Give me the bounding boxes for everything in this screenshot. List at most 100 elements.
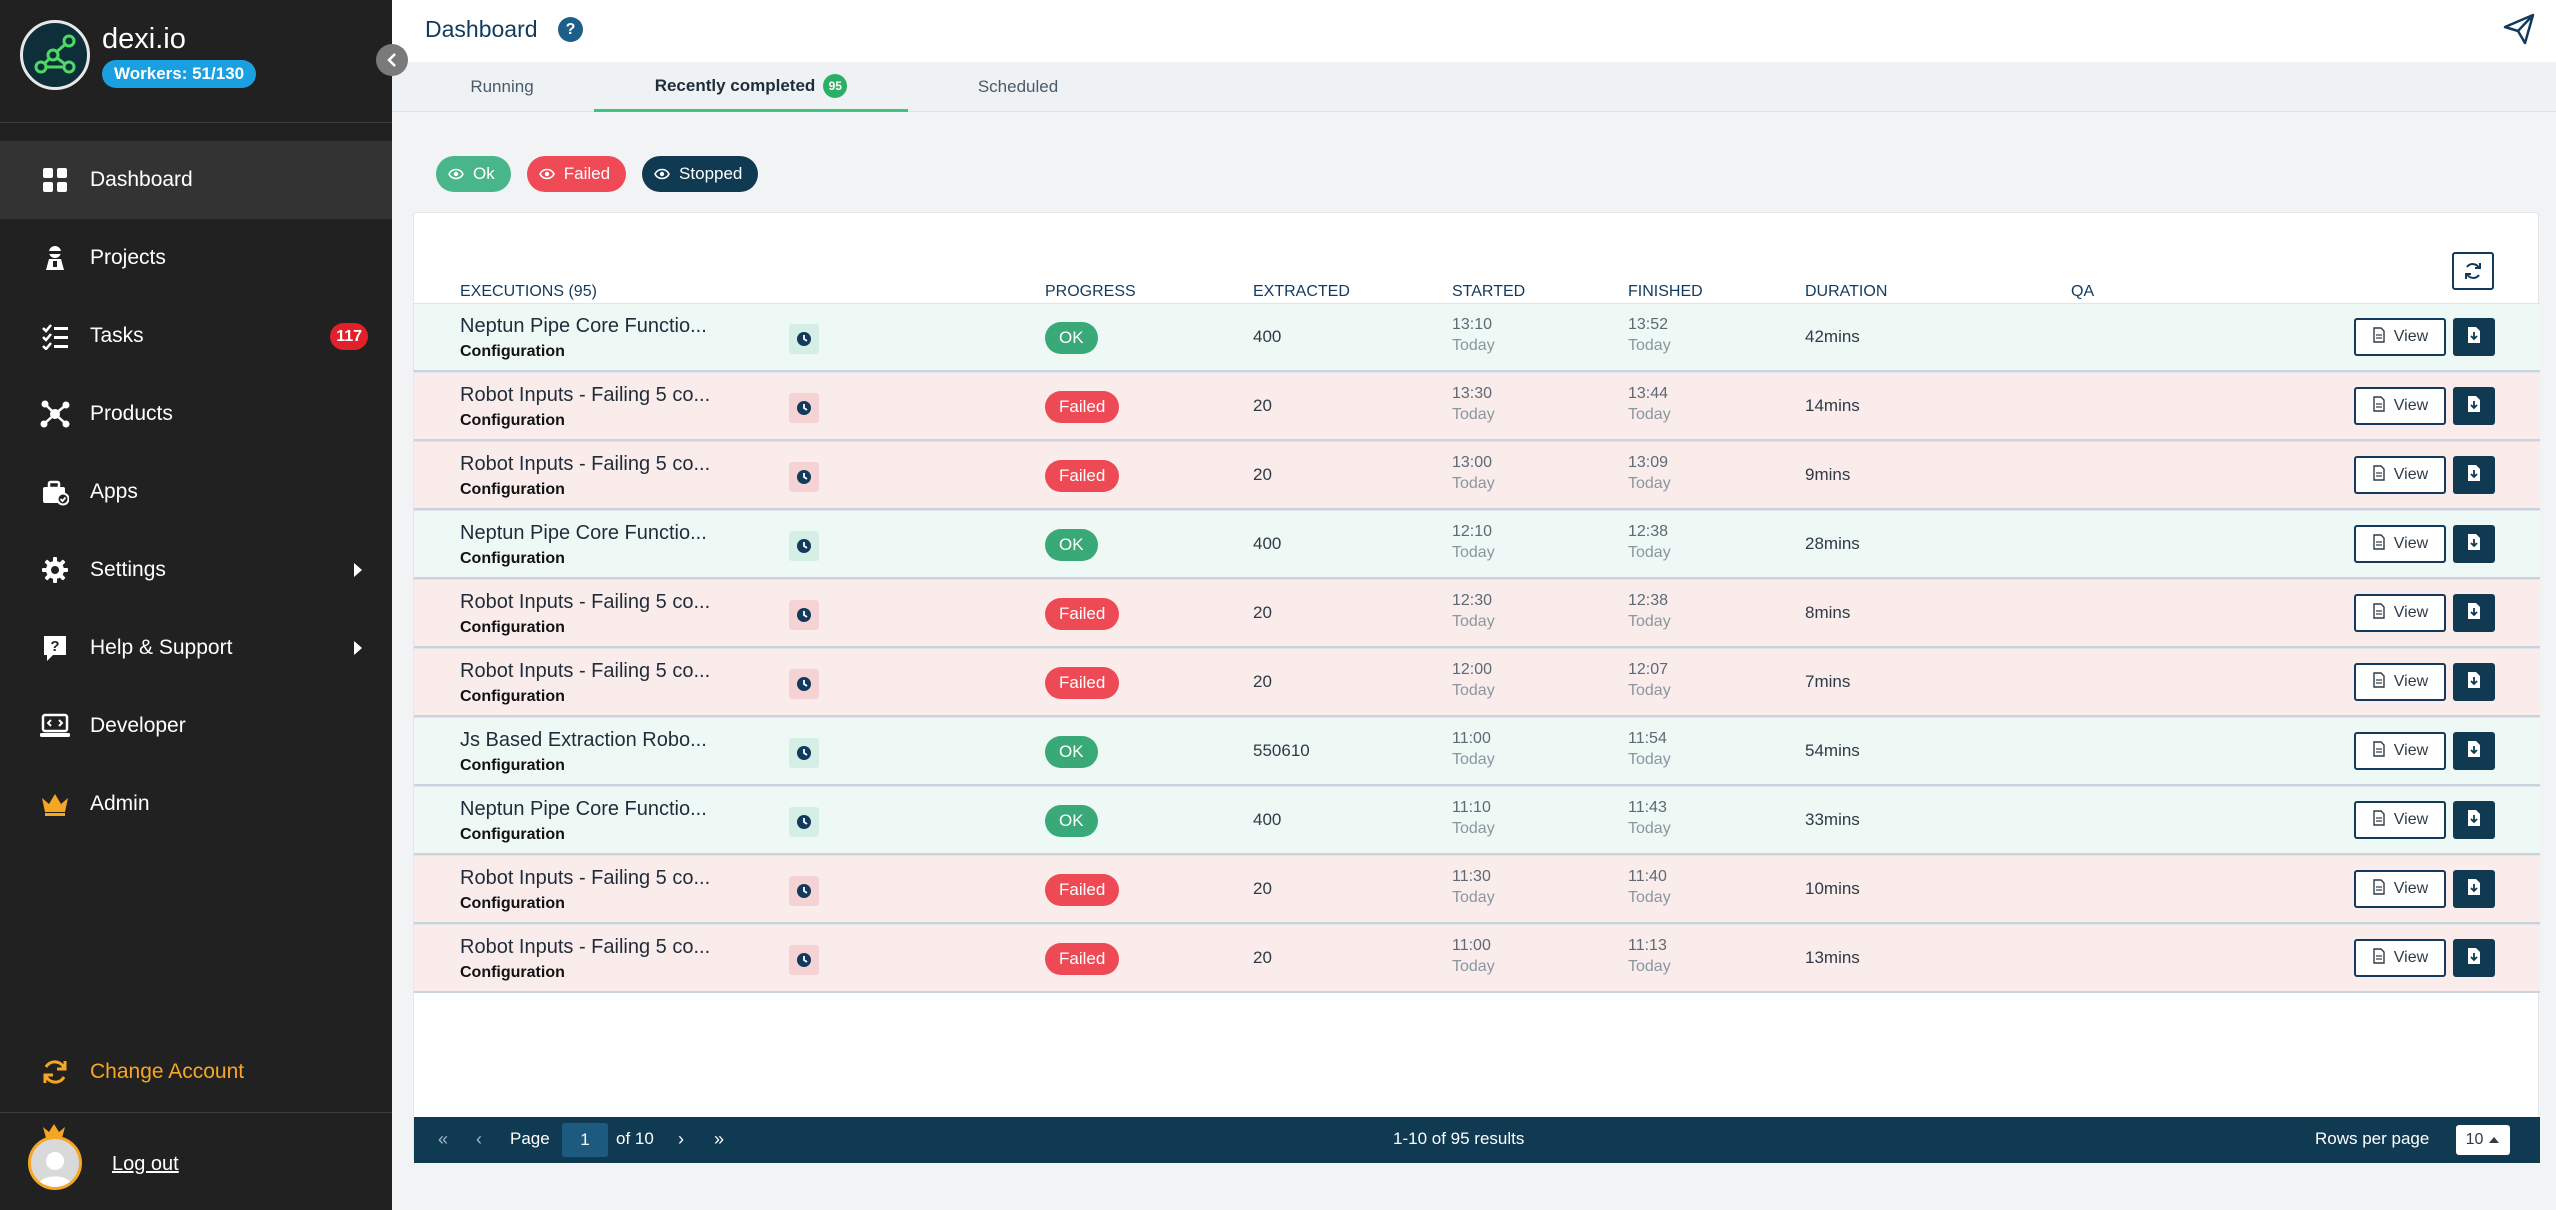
- download-button[interactable]: [2453, 456, 2495, 494]
- view-button[interactable]: View: [2354, 387, 2446, 425]
- filter-stopped-chip[interactable]: Stopped: [642, 156, 759, 192]
- table-row[interactable]: Robot Inputs - Failing 5 co... Configurat…: [414, 441, 2540, 510]
- header: Dashboard ?: [392, 0, 2556, 62]
- download-button[interactable]: [2453, 939, 2495, 977]
- finished-day: Today: [1628, 613, 1671, 630]
- page-title: Dashboard: [425, 16, 538, 42]
- rows-per-page-value: 10: [2465, 1131, 2484, 1148]
- table-row[interactable]: Robot Inputs - Failing 5 co... Configurat…: [414, 579, 2540, 648]
- next-page-button[interactable]: ›: [678, 1129, 684, 1149]
- clock-icon[interactable]: [789, 462, 819, 492]
- download-button[interactable]: [2453, 663, 2495, 701]
- rows-per-page-select[interactable]: 10: [2456, 1125, 2510, 1155]
- download-button[interactable]: [2453, 870, 2495, 908]
- table-row[interactable]: Robot Inputs - Failing 5 co... Configurat…: [414, 372, 2540, 441]
- started-day: Today: [1452, 613, 1495, 630]
- prev-page-button[interactable]: ‹: [476, 1129, 482, 1149]
- download-button[interactable]: [2453, 387, 2495, 425]
- status-filters: Ok Failed Stopped: [436, 156, 759, 192]
- collapse-sidebar-button[interactable]: [376, 44, 408, 76]
- last-page-button[interactable]: »: [714, 1129, 725, 1149]
- status-badge: Failed: [1045, 598, 1120, 630]
- clock-icon[interactable]: [789, 324, 819, 354]
- first-page-button[interactable]: «: [438, 1129, 449, 1149]
- sidebar-item-developer[interactable]: Developer: [0, 687, 392, 765]
- execution-type: Configuration: [460, 619, 565, 636]
- table-row[interactable]: Robot Inputs - Failing 5 co... Configurat…: [414, 855, 2540, 924]
- view-button[interactable]: View: [2354, 870, 2446, 908]
- clock-icon[interactable]: [789, 876, 819, 906]
- view-button[interactable]: View: [2354, 318, 2446, 356]
- column-header-progress[interactable]: PROGRESS: [1045, 283, 1136, 300]
- clock-icon[interactable]: [789, 945, 819, 975]
- logout-link[interactable]: Log out: [112, 1152, 179, 1175]
- execution-name[interactable]: Neptun Pipe Core Functio...: [460, 522, 707, 544]
- download-button[interactable]: [2453, 732, 2495, 770]
- sidebar-nav: Dashboard Projects Tasks 117 Products: [0, 141, 392, 843]
- table-row[interactable]: Neptun Pipe Core Functio... Configuration…: [414, 510, 2540, 579]
- help-circle-icon[interactable]: ?: [558, 17, 583, 42]
- tab-recently-completed[interactable]: Recently completed 95: [594, 62, 908, 112]
- download-button[interactable]: [2453, 318, 2495, 356]
- table-row[interactable]: Robot Inputs - Failing 5 co... Configurat…: [414, 648, 2540, 717]
- column-header-extracted[interactable]: EXTRACTED: [1253, 283, 1350, 300]
- table-row[interactable]: Js Based Extraction Robo... Configuration…: [414, 717, 2540, 786]
- column-header-finished[interactable]: FINISHED: [1628, 283, 1703, 300]
- download-button[interactable]: [2453, 525, 2495, 563]
- clock-icon[interactable]: [789, 738, 819, 768]
- change-account-button[interactable]: Change Account: [38, 1055, 244, 1089]
- dexi-logo[interactable]: [20, 20, 90, 90]
- execution-name[interactable]: Neptun Pipe Core Functio...: [460, 798, 707, 820]
- sidebar-item-products[interactable]: Products: [0, 375, 392, 453]
- tab-running[interactable]: Running: [422, 62, 582, 112]
- column-header-started[interactable]: STARTED: [1452, 283, 1526, 300]
- send-icon[interactable]: [2502, 12, 2536, 51]
- table-row[interactable]: Neptun Pipe Core Functio... Configuration…: [414, 303, 2540, 372]
- clock-icon[interactable]: [789, 393, 819, 423]
- column-header-executions[interactable]: EXECUTIONS (95): [460, 283, 597, 300]
- refresh-button[interactable]: [2452, 252, 2494, 290]
- execution-name[interactable]: Robot Inputs - Failing 5 co...: [460, 660, 711, 682]
- sidebar-item-apps[interactable]: Apps: [0, 453, 392, 531]
- download-button[interactable]: [2453, 801, 2495, 839]
- execution-name[interactable]: Js Based Extraction Robo...: [460, 729, 707, 751]
- sidebar-item-admin[interactable]: Admin: [0, 765, 392, 843]
- clock-icon[interactable]: [789, 669, 819, 699]
- view-button[interactable]: View: [2354, 525, 2446, 563]
- tab-scheduled[interactable]: Scheduled: [938, 62, 1098, 112]
- sidebar-item-projects[interactable]: Projects: [0, 219, 392, 297]
- execution-name[interactable]: Robot Inputs - Failing 5 co...: [460, 936, 711, 958]
- sidebar-item-tasks[interactable]: Tasks 117: [0, 297, 392, 375]
- execution-name[interactable]: Robot Inputs - Failing 5 co...: [460, 384, 711, 406]
- table-row[interactable]: Robot Inputs - Failing 5 co... Configurat…: [414, 924, 2540, 993]
- view-button[interactable]: View: [2354, 801, 2446, 839]
- view-button[interactable]: View: [2354, 732, 2446, 770]
- chip-label: Stopped: [679, 164, 743, 183]
- started-time: 11:00: [1452, 937, 1491, 954]
- extracted-count: 20: [1253, 672, 1272, 691]
- clock-icon[interactable]: [789, 600, 819, 630]
- clock-icon[interactable]: [789, 531, 819, 561]
- execution-name[interactable]: Robot Inputs - Failing 5 co...: [460, 591, 711, 613]
- view-button[interactable]: View: [2354, 456, 2446, 494]
- view-button[interactable]: View: [2354, 663, 2446, 701]
- filter-ok-chip[interactable]: Ok: [436, 156, 511, 192]
- sidebar-item-dashboard[interactable]: Dashboard: [0, 141, 392, 219]
- view-button[interactable]: View: [2354, 939, 2446, 977]
- table-row[interactable]: Neptun Pipe Core Functio... Configuration…: [414, 786, 2540, 855]
- avatar[interactable]: [28, 1136, 82, 1190]
- pagination-bar: « ‹ Page 1 of 10 › » 1-10 of 95 results …: [414, 1117, 2540, 1163]
- filter-failed-chip[interactable]: Failed: [526, 156, 627, 192]
- execution-name[interactable]: Robot Inputs - Failing 5 co...: [460, 867, 711, 889]
- sidebar-item-label: Projects: [90, 246, 166, 269]
- clock-icon[interactable]: [789, 807, 819, 837]
- column-header-qa[interactable]: QA: [2071, 283, 2095, 300]
- column-header-duration[interactable]: DURATION: [1805, 283, 1888, 300]
- view-button[interactable]: View: [2354, 594, 2446, 632]
- sidebar-item-settings[interactable]: Settings: [0, 531, 392, 609]
- page-number-input[interactable]: 1: [562, 1123, 608, 1157]
- download-button[interactable]: [2453, 594, 2495, 632]
- execution-name[interactable]: Robot Inputs - Failing 5 co...: [460, 453, 711, 475]
- execution-name[interactable]: Neptun Pipe Core Functio...: [460, 315, 707, 337]
- sidebar-item-help-support[interactable]: ? Help & Support: [0, 609, 392, 687]
